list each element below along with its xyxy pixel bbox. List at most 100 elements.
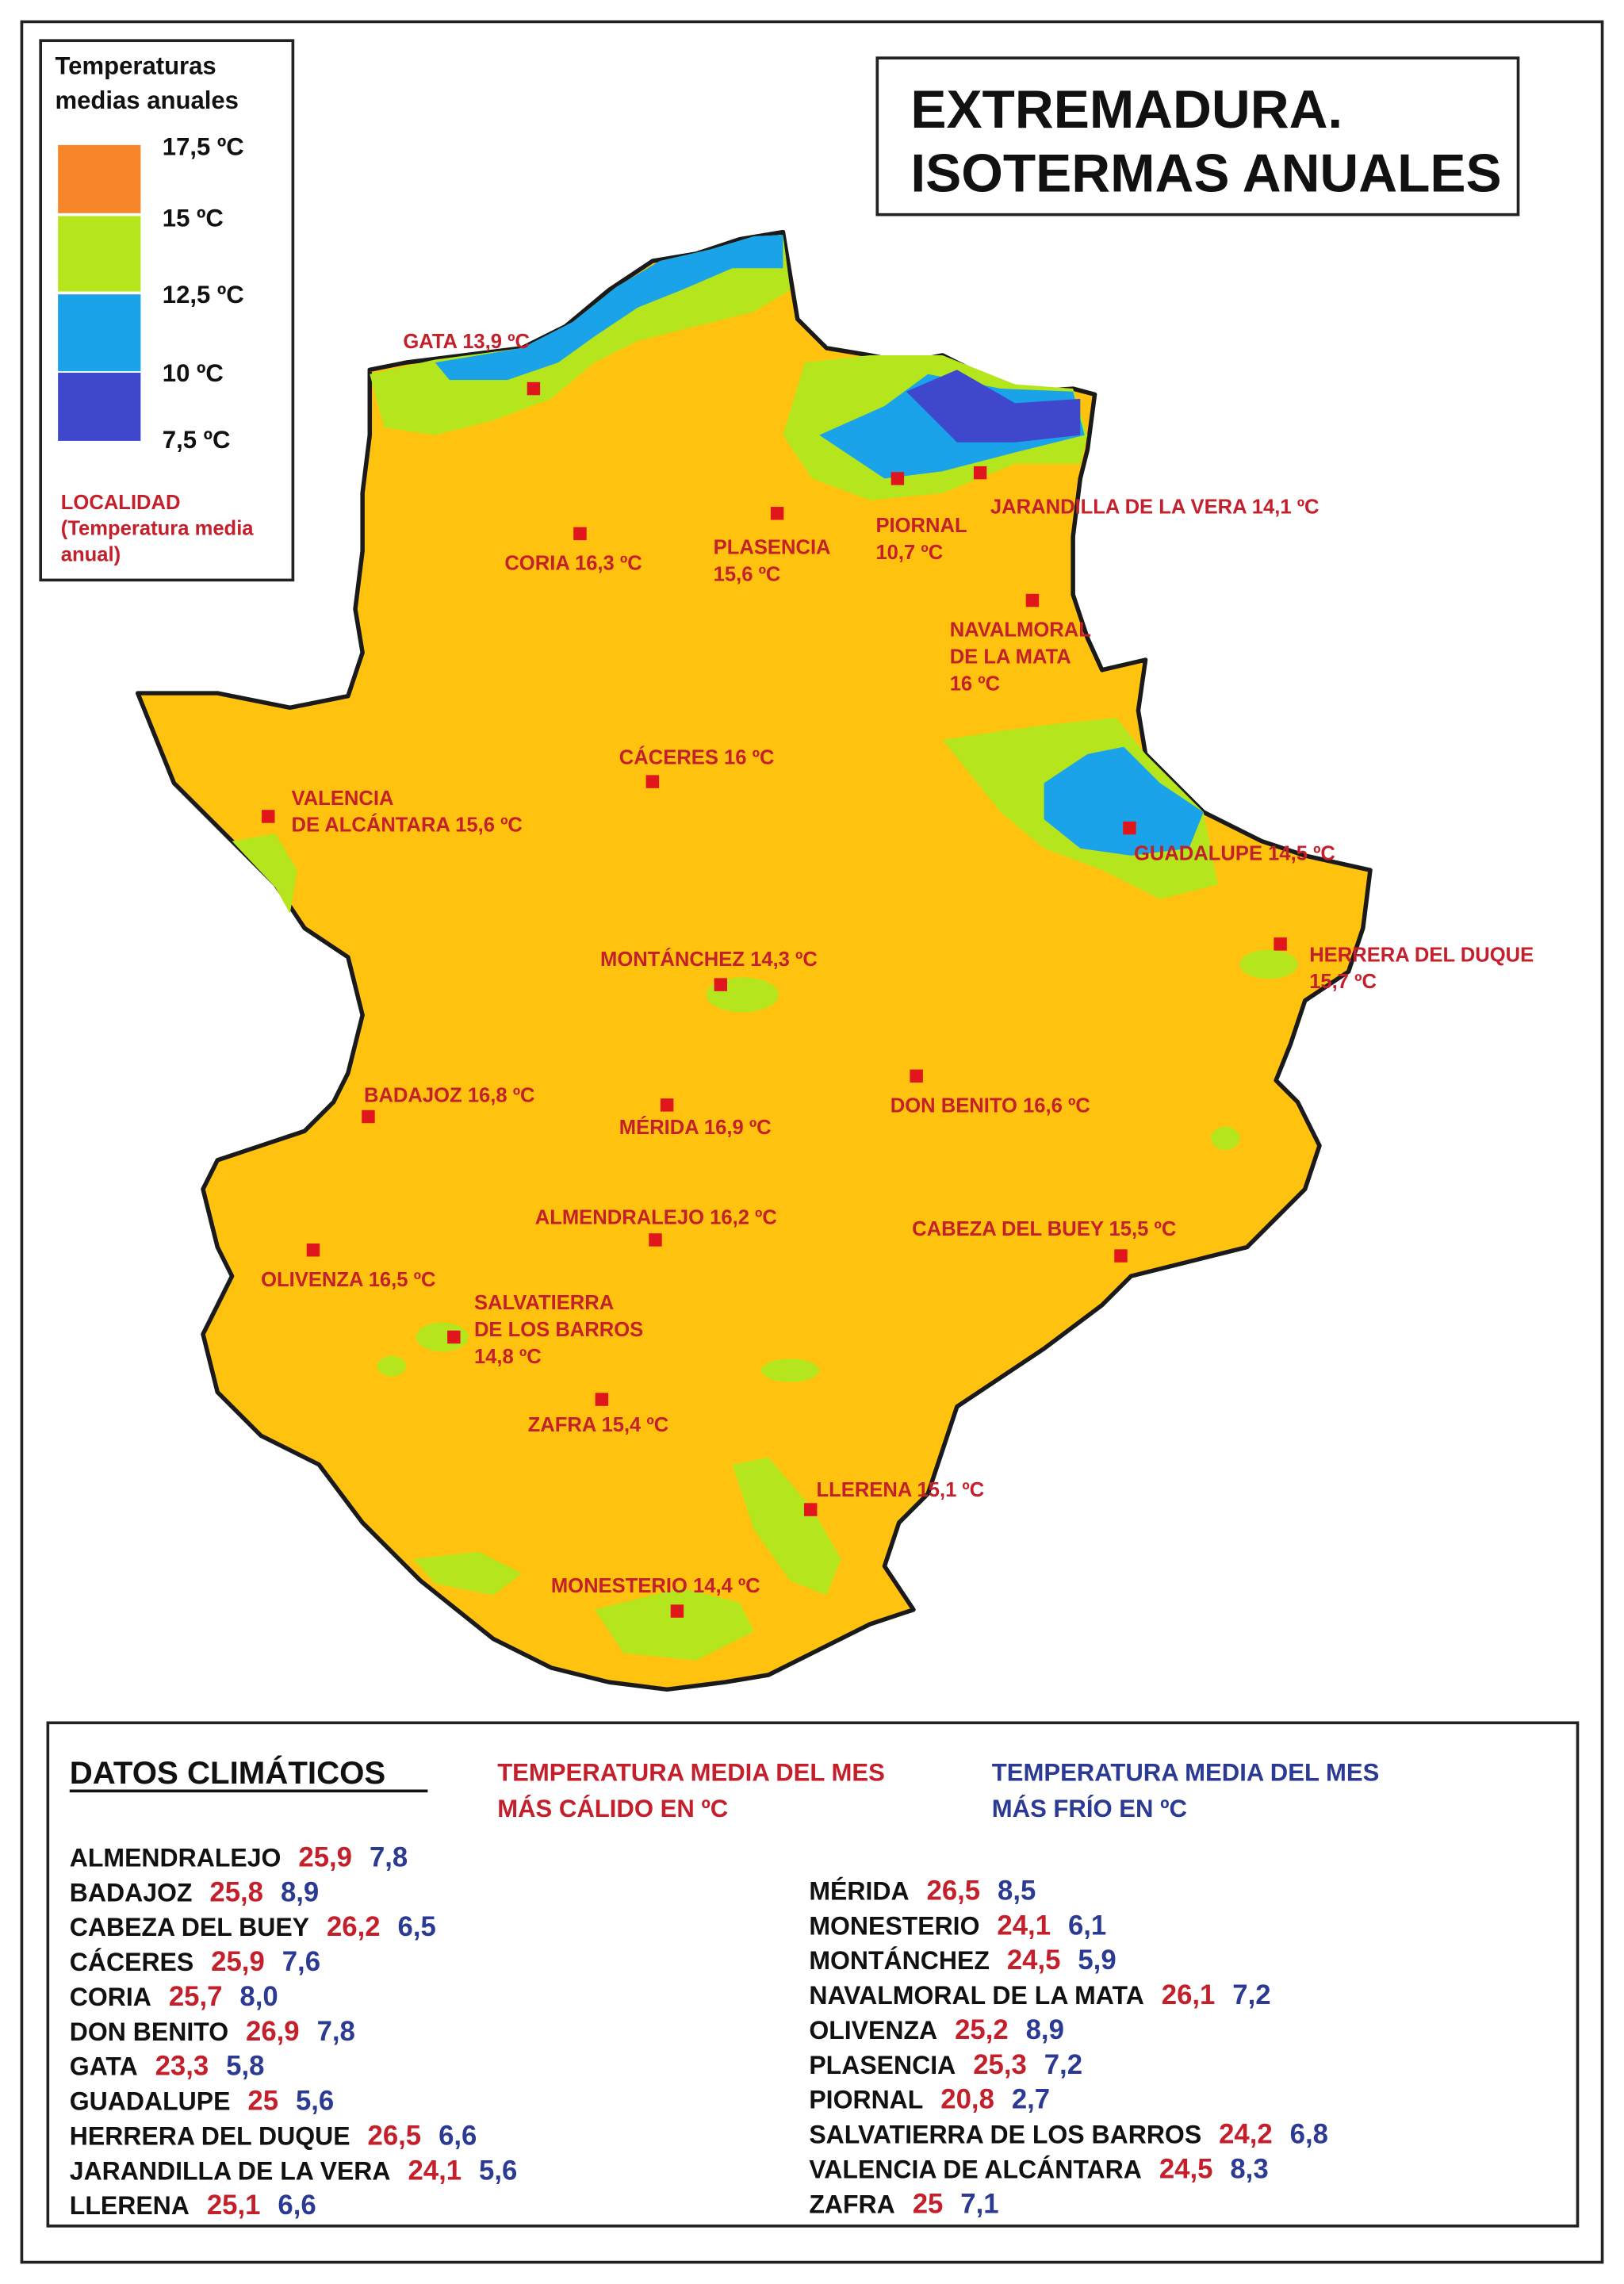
locality-marker bbox=[306, 1244, 320, 1257]
locality-label: GUADALUPE 14,5 ºC bbox=[1134, 842, 1335, 864]
locality-label: 15,6 ºC bbox=[714, 563, 781, 585]
location-name: CABEZA DEL BUEY bbox=[70, 1913, 309, 1941]
legend-level: 17,5 ºC bbox=[163, 133, 244, 161]
cold-value: 6,1 bbox=[1068, 1910, 1106, 1941]
legend-note: (Temperatura media bbox=[61, 518, 255, 540]
locality-label: MÉRIDA 16,9 ºC bbox=[619, 1116, 772, 1139]
legend-note: LOCALIDAD bbox=[61, 492, 181, 514]
title: ISOTERMAS ANUALES bbox=[910, 144, 1501, 203]
region-map bbox=[135, 229, 1373, 1692]
warm-value: 26,5 bbox=[927, 1876, 981, 1906]
location-name: OLIVENZA bbox=[809, 2016, 937, 2044]
warm-value: 25,9 bbox=[298, 1842, 352, 1872]
climate-row: HERRERA DEL DUQUE 26,5 6,6 bbox=[70, 2121, 477, 2151]
locality-label: OLIVENZA 16,5 ºC bbox=[261, 1269, 435, 1291]
cold-value: 5,8 bbox=[226, 2052, 264, 2082]
locality-marker bbox=[1123, 821, 1136, 835]
location-name: VALENCIA DE ALCÁNTARA bbox=[809, 2156, 1142, 2184]
climate-row: ALMENDRALEJO 25,9 7,8 bbox=[70, 1842, 408, 1872]
location-name: CORIA bbox=[70, 1983, 151, 2011]
location-name: GUADALUPE bbox=[70, 2087, 231, 2116]
legend-swatch bbox=[58, 144, 141, 213]
locality-labels: GATA 13,9 ºC CORIA 16,3 ºC PLASENCIA 15,6 º… bbox=[261, 331, 1534, 1597]
location-name: CÁCERES bbox=[70, 1948, 193, 1976]
warm-value: 25,3 bbox=[973, 2050, 1027, 2080]
zone-vera-darkblue bbox=[906, 370, 1081, 443]
cold-value: 8,9 bbox=[1026, 2015, 1064, 2045]
locality-label: DE ALCÁNTARA 15,6 ºC bbox=[292, 814, 523, 837]
location-name: HERRERA DEL DUQUE bbox=[70, 2121, 350, 2150]
cold-header: MÁS FRÍO EN ºC bbox=[992, 1795, 1187, 1822]
warm-value: 24,1 bbox=[997, 1910, 1051, 1941]
legend-level: 7,5 ºC bbox=[163, 426, 231, 454]
location-name: GATA bbox=[70, 2052, 138, 2081]
locality-marker bbox=[973, 466, 987, 480]
locality-label: MONTÁNCHEZ 14,3 ºC bbox=[600, 948, 818, 971]
zone-south bbox=[761, 1359, 820, 1382]
locality-label: NAVALMORAL bbox=[950, 619, 1091, 642]
locality-marker bbox=[447, 1330, 461, 1344]
cold-value: 6,6 bbox=[278, 2190, 316, 2221]
warm-value: 25,7 bbox=[169, 1982, 223, 2012]
warm-header: MÁS CÁLIDO EN ºC bbox=[497, 1795, 728, 1822]
locality-marker bbox=[714, 978, 728, 991]
climate-row: JARANDILLA DE LA VERA 24,1 5,6 bbox=[70, 2156, 518, 2186]
warm-value: 26,1 bbox=[1162, 1980, 1216, 2010]
climate-row: MONTÁNCHEZ 24,5 5,9 bbox=[809, 1945, 1116, 1976]
location-name: PIORNAL bbox=[809, 2086, 923, 2114]
locality-marker bbox=[891, 472, 905, 485]
locality-label: SALVATIERRA bbox=[474, 1292, 614, 1314]
locality-marker bbox=[362, 1109, 375, 1124]
climate-box bbox=[46, 1721, 1580, 2228]
location-name: LLERENA bbox=[70, 2191, 190, 2220]
warm-value: 25,8 bbox=[209, 1877, 263, 1907]
climate-row: CÁCERES 25,9 7,6 bbox=[70, 1947, 320, 1977]
warm-value: 24,1 bbox=[408, 2156, 462, 2186]
zone-10 bbox=[906, 370, 1081, 443]
locality-label: MONESTERIO 14,4 ºC bbox=[551, 1575, 760, 1597]
location-name: SALVATIERRA DE LOS BARROS bbox=[809, 2121, 1201, 2149]
warm-value: 26,5 bbox=[368, 2121, 422, 2151]
location-name: NAVALMORAL DE LA MATA bbox=[809, 1981, 1143, 2010]
warm-value: 26,9 bbox=[246, 2017, 300, 2047]
title: EXTREMADURA. bbox=[910, 80, 1342, 140]
locality-label: 14,8 ºC bbox=[474, 1346, 542, 1368]
cold-value: 7,2 bbox=[1232, 1980, 1270, 2010]
warm-value: 26,2 bbox=[327, 1912, 381, 1942]
locality-label: DE LOS BARROS bbox=[474, 1319, 643, 1341]
locality-marker bbox=[595, 1393, 609, 1406]
locality-marker bbox=[645, 775, 660, 788]
climate-row: MÉRIDA 26,5 8,5 bbox=[809, 1876, 1036, 1906]
locality-label: CABEZA DEL BUEY 15,5 ºC bbox=[912, 1218, 1176, 1240]
legend-level: 15 ºC bbox=[163, 204, 224, 232]
cold-value: 8,9 bbox=[281, 1877, 319, 1907]
climate-row: CORIA 25,7 8,0 bbox=[70, 1982, 278, 2012]
zone-guadalupe-blue bbox=[1044, 746, 1204, 856]
cold-value: 6,6 bbox=[439, 2121, 477, 2151]
locality-label: 16 ºC bbox=[950, 673, 1000, 695]
locality-label: DON BENITO 16,6 ºC bbox=[891, 1095, 1090, 1117]
locality-label: DE LA MATA bbox=[950, 646, 1071, 669]
locality-marker bbox=[803, 1503, 818, 1516]
location-name: PLASENCIA bbox=[809, 2051, 956, 2079]
legend-title: medias anuales bbox=[55, 86, 238, 114]
cold-value: 8,0 bbox=[239, 1982, 278, 2012]
climate-row: GATA 23,3 5,8 bbox=[70, 2052, 265, 2082]
legend-swatch bbox=[58, 294, 141, 372]
climate-row: NAVALMORAL DE LA MATA 26,1 7,2 bbox=[809, 1980, 1270, 2010]
locality-label: HERRERA DEL DUQUE bbox=[1309, 944, 1534, 966]
warm-value: 24,5 bbox=[1007, 1945, 1061, 1976]
legend-swatch bbox=[58, 372, 141, 441]
locality-marker bbox=[1274, 937, 1287, 951]
cold-value: 7,1 bbox=[960, 2189, 998, 2219]
locality-marker bbox=[573, 527, 587, 541]
warm-value: 25,2 bbox=[955, 2015, 1009, 2045]
zone-llerena bbox=[732, 1457, 841, 1596]
cold-value: 7,6 bbox=[282, 1947, 320, 1977]
climate-row: VALENCIA DE ALCÁNTARA 24,5 8,3 bbox=[809, 2155, 1268, 2185]
locality-label: ZAFRA 15,4 ºC bbox=[528, 1414, 669, 1436]
cold-value: 6,5 bbox=[398, 1912, 436, 1942]
location-name: JARANDILLA DE LA VERA bbox=[70, 2156, 391, 2185]
locality-marker bbox=[262, 810, 275, 823]
